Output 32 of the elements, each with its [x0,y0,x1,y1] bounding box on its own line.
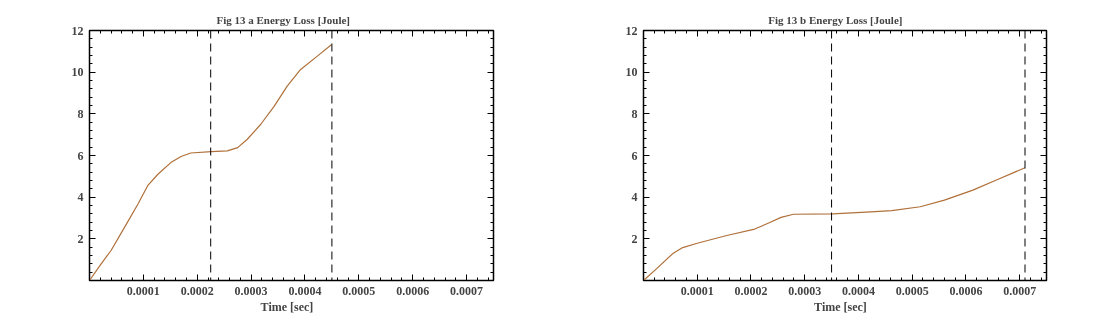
x-tick-label: 0.0003 [234,283,268,298]
x-tick-label: 0.0007 [1003,283,1037,298]
x-tick-label: 0.0007 [450,283,484,298]
y-tick-label: 6 [631,148,638,163]
x-tick-label: 0.0005 [895,283,929,298]
y-tick-label: 10 [625,65,638,80]
x-tick-label: 0.0001 [126,283,160,298]
x-tick-label: 0.0001 [680,283,714,298]
x-tick-label: 0.0004 [288,283,322,298]
y-tick-label: 12 [71,23,84,38]
x-tick-label: 0.0002 [180,283,214,298]
line-series [643,167,1026,281]
y-tick-label: 2 [77,231,84,246]
x-axis-title: Time [sec] [260,299,314,314]
y-tick-label: 4 [77,190,84,205]
x-tick-label: 0.0006 [949,283,983,298]
y-tick-label: 12 [625,23,638,38]
y-tick-label: 2 [631,231,638,246]
x-tick-label: 0.0003 [788,283,822,298]
y-tick-label: 4 [631,190,638,205]
x-tick-label: 0.0004 [841,283,875,298]
y-tick-label: 8 [631,106,638,121]
x-tick-label: 0.0006 [396,283,430,298]
x-tick-label: 0.0005 [342,283,376,298]
x-tick-label: 0.0002 [734,283,768,298]
line-series [89,44,332,281]
chart-title: Fig 13 a Energy Loss [Joule] [216,13,351,26]
y-tick-label: 10 [71,65,84,80]
chart-title: Fig 13 b Energy Loss [Joule] [768,13,903,26]
x-axis-title: Time [sec] [814,299,867,314]
y-tick-label: 8 [77,106,84,121]
y-tick-label: 6 [77,148,84,163]
